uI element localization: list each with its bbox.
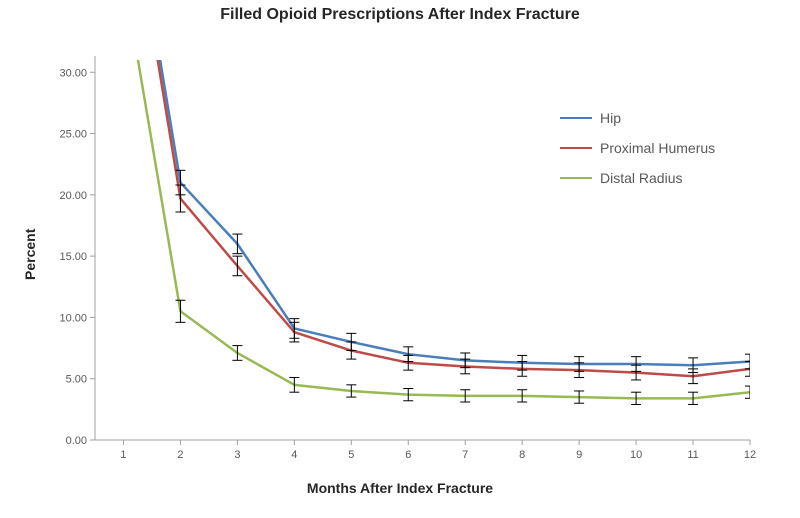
chart-container: Filled Opioid Prescriptions After Index … (0, 0, 800, 518)
legend-item: Distal Radius (560, 170, 715, 186)
svg-text:9: 9 (576, 449, 582, 461)
legend-item: Hip (560, 110, 715, 126)
legend-label: Proximal Humerus (600, 140, 715, 156)
x-axis-label: Months After Index Fracture (0, 480, 800, 496)
legend-item: Proximal Humerus (560, 140, 715, 156)
legend-label: Hip (600, 110, 621, 126)
legend-label: Distal Radius (600, 170, 682, 186)
svg-text:3: 3 (234, 449, 240, 461)
legend: Hip Proximal Humerus Distal Radius (560, 110, 715, 200)
svg-text:20.00: 20.00 (59, 190, 87, 202)
svg-text:15.00: 15.00 (59, 251, 87, 263)
svg-text:6: 6 (405, 449, 411, 461)
svg-text:4: 4 (291, 449, 297, 461)
svg-text:5: 5 (348, 449, 354, 461)
svg-text:7: 7 (462, 449, 468, 461)
svg-text:5.00: 5.00 (66, 374, 87, 386)
svg-text:8: 8 (519, 449, 525, 461)
svg-text:10.00: 10.00 (59, 312, 87, 324)
legend-swatch (560, 117, 592, 120)
svg-text:10: 10 (630, 449, 642, 461)
svg-text:25.00: 25.00 (59, 129, 87, 141)
chart-plot: 0.005.0010.0015.0020.0025.0030.001234567… (0, 0, 800, 518)
legend-swatch (560, 177, 592, 180)
legend-swatch (560, 147, 592, 150)
svg-text:0.00: 0.00 (66, 435, 87, 447)
svg-text:2: 2 (177, 449, 183, 461)
svg-text:11: 11 (687, 449, 698, 461)
y-axis-label: Percent (22, 229, 38, 280)
svg-text:1: 1 (120, 449, 126, 461)
svg-text:12: 12 (744, 449, 756, 461)
chart-title: Filled Opioid Prescriptions After Index … (0, 6, 800, 24)
svg-text:30.00: 30.00 (59, 67, 87, 79)
